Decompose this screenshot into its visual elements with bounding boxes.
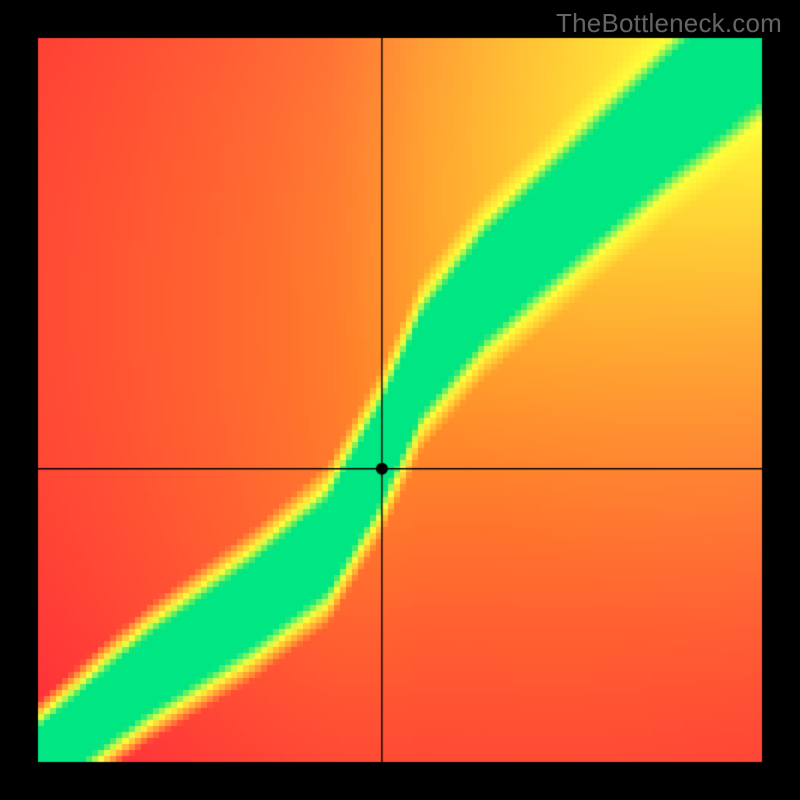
bottleneck-chart: TheBottleneck.com [0,0,800,800]
watermark-text: TheBottleneck.com [556,8,782,39]
heatmap-canvas [0,0,800,800]
